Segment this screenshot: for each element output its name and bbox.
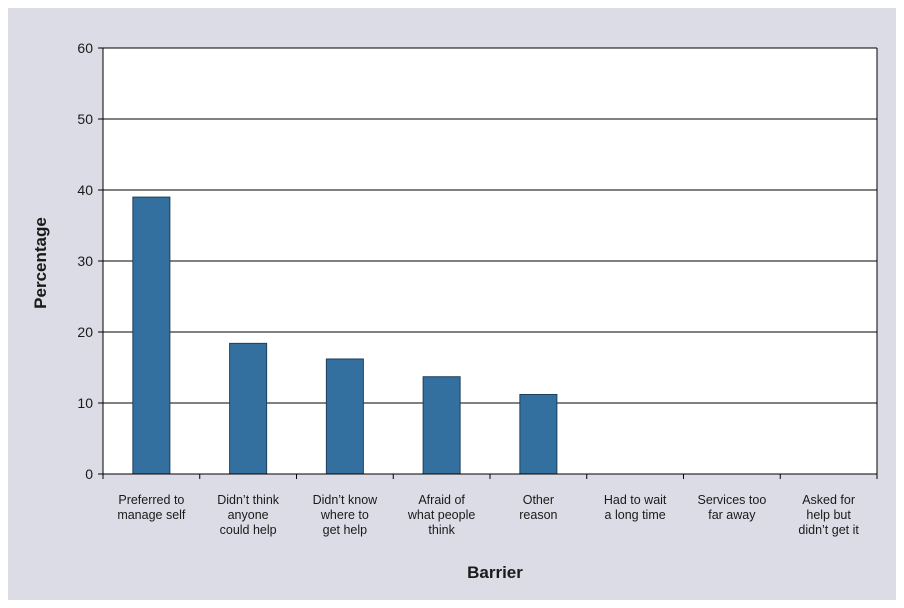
bar-chart: 0 10 20 30 40 50 60 Preferred to manage self Did… — [31, 40, 878, 582]
x-category-label-line: Preferred to — [118, 493, 184, 507]
x-category-label-line: manage self — [117, 508, 186, 522]
bar — [422, 376, 461, 475]
x-category-label-line: didn’t get it — [798, 523, 859, 537]
bar — [229, 342, 268, 475]
bar — [519, 393, 558, 475]
x-category-label-line: anyone — [228, 508, 269, 522]
y-tick-label: 30 — [77, 253, 93, 269]
x-category-label-line: Asked for — [802, 493, 855, 507]
x-category-label-line: Had to wait — [604, 493, 667, 507]
x-category-label: Services too far away — [697, 493, 766, 522]
x-category-label-line: help but — [806, 508, 851, 522]
y-axis-title: Percentage — [31, 217, 50, 309]
y-tick-label: 0 — [85, 466, 93, 482]
x-category-label-line: Other — [523, 493, 554, 507]
x-category-label-line: get help — [323, 523, 368, 537]
x-category-label-line: where to — [320, 508, 369, 522]
x-category-label-line: Afraid of — [418, 493, 465, 507]
x-category-label: Preferred to manage self — [117, 493, 186, 522]
x-category-label-line: think — [428, 523, 455, 537]
x-axis-title: Barrier — [467, 563, 523, 582]
x-category-label: Other reason — [519, 493, 557, 522]
y-tick-label: 20 — [77, 324, 93, 340]
bar — [325, 358, 364, 475]
bar — [132, 196, 171, 475]
x-category-label-line: could help — [220, 523, 277, 537]
x-category-label: Didn’t think anyone could help — [217, 493, 280, 537]
x-category-label: Had to wait a long time — [604, 493, 667, 522]
chart-frame: 0 10 20 30 40 50 60 Preferred to manage self Did… — [8, 8, 896, 600]
x-category-label-line: Services too — [697, 493, 766, 507]
x-category-label-line: Didn’t think — [217, 493, 280, 507]
x-category-label-line: Didn’t know — [313, 493, 379, 507]
y-tick-label: 40 — [77, 182, 93, 198]
x-category-label-line: far away — [708, 508, 756, 522]
x-category-label: Asked for help but didn’t get it — [798, 493, 859, 537]
x-category-label-line: a long time — [605, 508, 666, 522]
y-tick-label: 60 — [77, 40, 93, 56]
x-category-label: Didn’t know where to get help — [313, 493, 379, 537]
y-tick-label: 10 — [77, 395, 93, 411]
x-category-label: Afraid of what people think — [407, 493, 475, 537]
y-tick-label: 50 — [77, 111, 93, 127]
x-category-label-line: what people — [407, 508, 475, 522]
x-category-label-line: reason — [519, 508, 557, 522]
